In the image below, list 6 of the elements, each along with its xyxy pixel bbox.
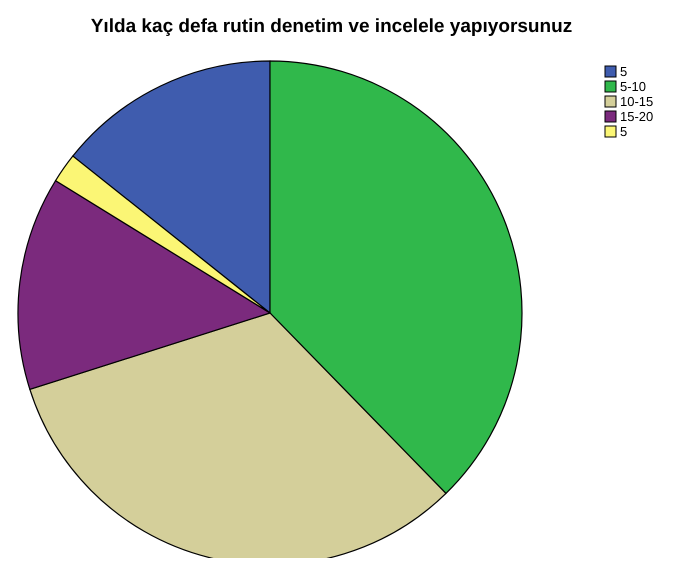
legend-label: 5-10 bbox=[620, 79, 646, 94]
legend-label: 5 bbox=[620, 64, 628, 79]
legend-label: 15-20 bbox=[620, 109, 654, 124]
legend-label: 10-15 bbox=[620, 94, 654, 109]
legend-label: 5 bbox=[620, 124, 628, 139]
chart-title: Yılda kaç defa rutin denetim ve incelele yapıyorsunuz bbox=[90, 16, 572, 37]
